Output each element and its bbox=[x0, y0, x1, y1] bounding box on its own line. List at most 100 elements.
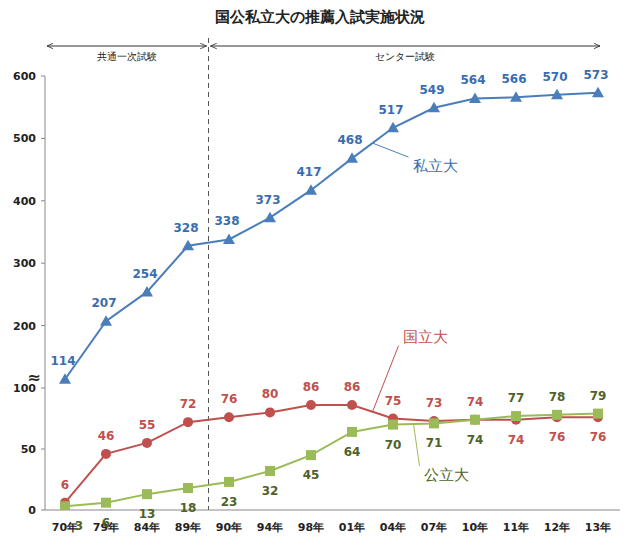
y-tick bbox=[41, 449, 45, 450]
title: 国公私立大の推薦入試実施状況 bbox=[215, 8, 425, 26]
data-label: 55 bbox=[139, 418, 156, 432]
period-label: 共通一次試験 bbox=[97, 51, 157, 62]
data-label: 254 bbox=[132, 267, 157, 281]
series-name: 公立大 bbox=[424, 466, 469, 484]
y-axis bbox=[45, 76, 46, 510]
marker bbox=[346, 152, 358, 163]
marker bbox=[305, 184, 317, 195]
data-label: 70 bbox=[385, 438, 402, 452]
series-name: 私立大 bbox=[413, 157, 458, 175]
x-tick-label: 11年 bbox=[503, 521, 529, 534]
marker bbox=[142, 438, 152, 448]
data-label: 64 bbox=[344, 445, 361, 459]
x-tick-label: 98年 bbox=[298, 521, 324, 534]
marker bbox=[182, 240, 194, 251]
data-label: 74 bbox=[467, 433, 484, 447]
y-tick-label: 600 bbox=[13, 70, 36, 83]
data-label: 6 bbox=[102, 516, 110, 530]
marker bbox=[264, 212, 276, 223]
data-label: 549 bbox=[419, 83, 444, 97]
period-arrow bbox=[47, 46, 207, 47]
data-label: 13 bbox=[139, 507, 156, 521]
marker bbox=[388, 420, 398, 430]
data-label: 74 bbox=[467, 395, 484, 409]
leader-line bbox=[373, 346, 399, 412]
y-tick bbox=[41, 510, 45, 511]
marker bbox=[101, 449, 111, 459]
marker bbox=[469, 92, 481, 103]
period-divider bbox=[208, 38, 209, 510]
marker bbox=[59, 373, 71, 384]
data-label: 468 bbox=[337, 133, 362, 147]
marker bbox=[387, 122, 399, 133]
data-label: 18 bbox=[180, 501, 197, 515]
marker bbox=[470, 415, 480, 425]
series-line bbox=[65, 405, 598, 503]
series-name: 国立大 bbox=[403, 328, 448, 346]
marker bbox=[265, 407, 275, 417]
marker bbox=[470, 415, 480, 425]
x-axis bbox=[45, 510, 620, 511]
y-tick-label: 200 bbox=[13, 320, 36, 333]
data-label: 76 bbox=[221, 392, 238, 406]
data-label: 78 bbox=[549, 390, 566, 404]
data-label: 75 bbox=[385, 394, 402, 408]
x-tick-label: 10年 bbox=[462, 521, 488, 534]
x-tick-label: 12年 bbox=[544, 521, 570, 534]
marker bbox=[510, 91, 522, 102]
y-tick bbox=[41, 263, 45, 264]
y-tick-label: 50 bbox=[21, 443, 37, 456]
marker bbox=[429, 418, 439, 428]
data-label: 23 bbox=[221, 495, 238, 509]
x-tick-label: 04年 bbox=[380, 521, 406, 534]
data-label: 373 bbox=[255, 193, 280, 207]
y-tick-label: 500 bbox=[13, 132, 36, 145]
data-label: 45 bbox=[303, 468, 320, 482]
y-tick-label: 400 bbox=[13, 195, 36, 208]
marker bbox=[592, 87, 604, 98]
x-tick-label: 13年 bbox=[585, 521, 611, 534]
data-label: 77 bbox=[508, 391, 525, 405]
x-tick-label: 01年 bbox=[339, 521, 365, 534]
leader-line bbox=[373, 143, 409, 157]
data-label: 86 bbox=[303, 380, 320, 394]
x-tick-label: 89年 bbox=[175, 521, 201, 534]
y-tick bbox=[41, 138, 45, 139]
data-label: 80 bbox=[262, 387, 279, 401]
marker bbox=[593, 409, 603, 419]
data-label: 566 bbox=[501, 72, 526, 86]
chart-container: 国公私立大の推薦入試実施状況共通一次試験センター試験05010020030040… bbox=[0, 0, 640, 552]
marker bbox=[347, 427, 357, 437]
marker bbox=[428, 102, 440, 113]
marker bbox=[183, 483, 193, 493]
data-label: 86 bbox=[344, 380, 361, 394]
data-label: 328 bbox=[173, 221, 198, 235]
chart-svg: 国公私立大の推薦入試実施状況共通一次試験センター試験05010020030040… bbox=[0, 0, 640, 552]
y-tick-label: 0 bbox=[28, 504, 36, 517]
marker bbox=[552, 410, 562, 420]
marker bbox=[223, 233, 235, 244]
x-tick-label: 07年 bbox=[421, 521, 447, 534]
series-line bbox=[65, 414, 598, 507]
y-tick bbox=[41, 388, 45, 389]
marker bbox=[142, 489, 152, 499]
data-label: 76 bbox=[590, 430, 607, 444]
marker bbox=[224, 477, 234, 487]
leader-line bbox=[414, 424, 420, 466]
data-label: 417 bbox=[296, 165, 321, 179]
marker bbox=[511, 411, 521, 421]
y-tick-label: 300 bbox=[13, 257, 36, 270]
period-arrow bbox=[211, 46, 601, 47]
marker bbox=[224, 412, 234, 422]
data-label: 6 bbox=[61, 478, 69, 492]
marker bbox=[183, 417, 193, 427]
x-tick-label: 90年 bbox=[216, 521, 242, 534]
marker bbox=[141, 286, 153, 297]
data-label: 72 bbox=[180, 397, 197, 411]
marker bbox=[347, 400, 357, 410]
marker bbox=[101, 498, 111, 508]
y-tick bbox=[41, 76, 45, 77]
data-label: 517 bbox=[378, 103, 403, 117]
marker bbox=[100, 315, 112, 326]
marker bbox=[306, 400, 316, 410]
